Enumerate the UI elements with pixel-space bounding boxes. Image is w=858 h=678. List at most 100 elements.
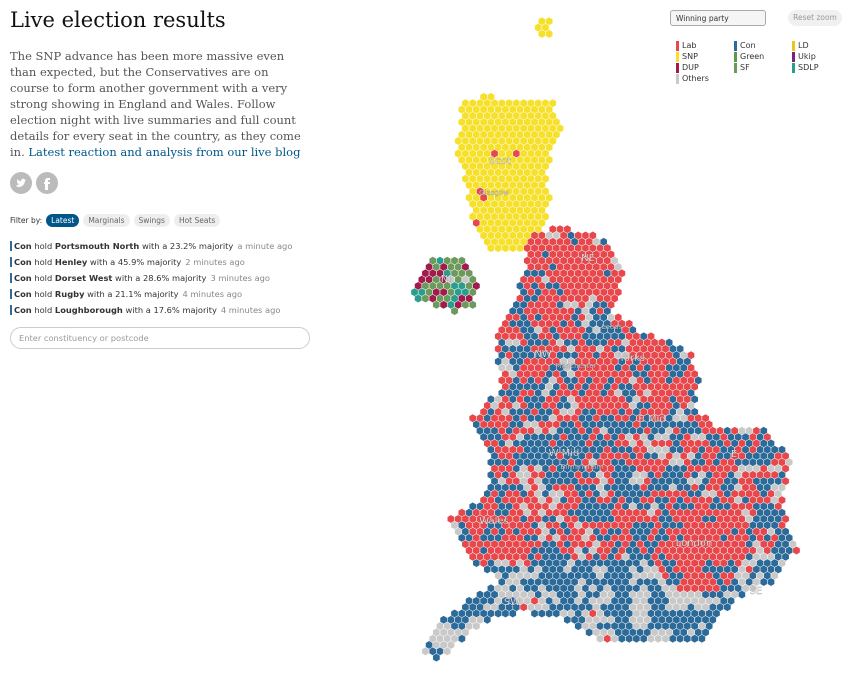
- legend-entry: LD: [792, 41, 842, 51]
- hex: [457, 634, 466, 644]
- twitter-button[interactable]: [10, 172, 32, 194]
- region-label: Birmingham: [561, 463, 604, 471]
- sidebar: Live election results The SNP advance ha…: [10, 8, 310, 349]
- hex: [603, 634, 612, 644]
- region-label: E Mid: [638, 414, 665, 425]
- result-item[interactable]: Con hold Henley with a 45.9% majority 2 m…: [10, 257, 310, 267]
- legend-entry: DUP: [676, 63, 734, 73]
- filter-option[interactable]: Marginals: [83, 214, 130, 227]
- legend-entry: SNP: [676, 52, 734, 62]
- hexes: [410, 16, 801, 663]
- hex: [596, 634, 604, 644]
- action: hold: [34, 305, 53, 315]
- region-label: Leeds: [602, 323, 623, 331]
- hex: [483, 564, 492, 574]
- detail: with a 21.1% majority: [87, 289, 179, 299]
- seat: Henley: [54, 257, 88, 267]
- party: Con: [10, 257, 32, 267]
- region-label: SE: [750, 586, 763, 597]
- filter: Filter by: Latest Marginals Swings Hot Seats: [10, 214, 310, 227]
- detail: with a 28.6% majority: [115, 273, 207, 283]
- result-item[interactable]: Con hold Rugby with a 21.1% majority 4 mi…: [10, 289, 310, 299]
- search-input[interactable]: Enter constituency or postcode: [10, 327, 310, 349]
- hex: [508, 243, 517, 253]
- hex: [545, 609, 554, 618]
- hex: [792, 546, 801, 555]
- hex: [501, 243, 510, 253]
- reset-zoom[interactable]: Reset zoom: [788, 10, 842, 26]
- hex: [494, 609, 503, 618]
- hex: [483, 615, 492, 625]
- hex: [759, 577, 768, 587]
- result-item[interactable]: Con hold Loughborough with a 17.6% major…: [10, 305, 310, 315]
- hex: [610, 634, 619, 644]
- detail: with a 17.6% majority: [125, 305, 217, 315]
- live-blog-link[interactable]: Latest reaction and analysis from our li…: [28, 145, 301, 159]
- action: hold: [34, 289, 53, 299]
- filter-option[interactable]: Swings: [133, 214, 170, 227]
- hex: [632, 634, 641, 644]
- filter-option[interactable]: Hot Seats: [173, 214, 221, 227]
- hex: [698, 634, 706, 644]
- hex: [661, 634, 670, 644]
- hex: [443, 646, 452, 656]
- hex: [421, 646, 430, 656]
- time: 4 minutes ago: [182, 289, 243, 299]
- seat: Rugby: [54, 289, 85, 299]
- hex: [501, 609, 510, 618]
- region-label: Wales: [479, 516, 509, 527]
- hex: [585, 627, 594, 637]
- region-label: W Mid: [549, 448, 580, 459]
- result-item[interactable]: Con hold Dorset West with a 28.6% majori…: [10, 273, 310, 283]
- hex: [468, 300, 477, 310]
- action: hold: [34, 273, 53, 283]
- hex: [537, 609, 546, 618]
- seat: Dorset West: [54, 273, 113, 283]
- region-label: Scot: [489, 156, 511, 167]
- title: Live election results: [10, 8, 226, 32]
- hex: [625, 634, 634, 644]
- hex: [690, 634, 699, 644]
- hex: [519, 602, 528, 612]
- party: Con: [10, 305, 32, 315]
- legend-entry: Lab: [676, 41, 734, 51]
- region-label: NE: [581, 253, 595, 264]
- legend-entry: SDLP: [792, 63, 842, 73]
- hex: [414, 294, 423, 303]
- time: 2 minutes ago: [185, 257, 245, 267]
- social: [10, 172, 310, 194]
- hex: [654, 634, 663, 644]
- region-label: E: [731, 449, 737, 460]
- legend: Lab Con LD SNP Green Ukip DUP SF SDLP Others: [676, 41, 842, 84]
- facebook-button[interactable]: [36, 172, 58, 194]
- party: Con: [10, 241, 32, 251]
- party: Con: [10, 289, 32, 299]
- seat: Loughborough: [54, 305, 123, 315]
- seat: Portsmouth North: [54, 241, 140, 251]
- filter-option[interactable]: Latest: [46, 214, 80, 227]
- hex: [683, 634, 692, 644]
- hex: [450, 306, 459, 316]
- action: hold: [34, 241, 53, 251]
- hex: [494, 243, 503, 253]
- hex: [723, 602, 732, 612]
- time: a minute ago: [237, 241, 293, 251]
- hex: [767, 577, 775, 587]
- region-label: Yorks: [618, 353, 645, 364]
- hex: [552, 609, 561, 618]
- hex: [439, 300, 448, 310]
- result-item[interactable]: Con hold Portsmouth North with a 23.2% m…: [10, 241, 310, 251]
- hex: [461, 300, 470, 310]
- hex: [563, 615, 572, 625]
- legend-entry: SF: [734, 63, 792, 73]
- legend-entry: Con: [734, 41, 792, 51]
- party-select[interactable]: Winning party: [670, 10, 766, 26]
- legend-entry: Others: [676, 74, 734, 84]
- hex: [516, 243, 524, 253]
- hex: [537, 29, 546, 39]
- hex: [472, 621, 481, 631]
- hex: [432, 300, 441, 310]
- legend-entry: Green: [734, 52, 792, 62]
